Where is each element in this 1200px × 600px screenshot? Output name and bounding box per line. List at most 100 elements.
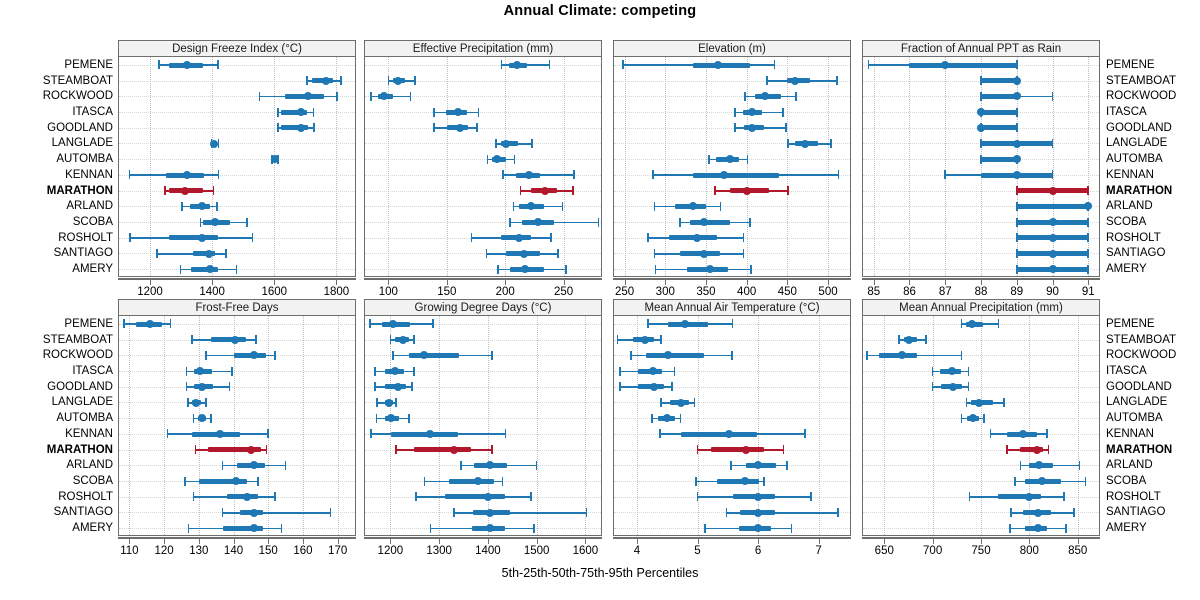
median-dot [1048, 186, 1057, 195]
x-tick-label: 500 [818, 286, 838, 298]
cap-high [284, 460, 287, 470]
plot-area-frost-free-days [118, 316, 356, 536]
cap-high [216, 60, 219, 70]
site-label-amery: AMERY [1106, 263, 1147, 276]
interval-frost-free-days-steamboat [119, 333, 355, 346]
gridline [198, 316, 201, 535]
interval-design-freeze-index-marathon [119, 184, 355, 197]
cap-high [228, 382, 231, 392]
interval-growing-degree-days-marathon [365, 443, 601, 456]
site-labels-right-bottom: PEMENE STEAMBOAT ROCKWOOD ITASCA GOODLAND LAN… [1106, 316, 1200, 536]
cap-high [795, 91, 798, 101]
interval-frost-free-days-automba [119, 412, 355, 425]
interval-effective-precipitation-kennan [365, 168, 601, 181]
interval-mean-annual-precipitation-rosholt [863, 490, 1099, 503]
median-dot [760, 92, 769, 101]
interval-effective-precipitation-scoba [365, 216, 601, 229]
interval-elevation-pemene [614, 58, 850, 71]
row-gridline [365, 222, 601, 223]
x-tick [563, 280, 565, 285]
iqr-box [413, 447, 471, 453]
interval-fraction-ppt-rain-steamboat [863, 74, 1099, 87]
cap-low [980, 76, 982, 86]
gridline [884, 316, 886, 535]
gridline [129, 316, 131, 535]
interval-effective-precipitation-steamboat [365, 74, 601, 87]
row-gridline [119, 323, 355, 325]
x-tick [758, 539, 760, 544]
site-label-amery: AMERY [1106, 522, 1147, 535]
cap-low [1010, 507, 1012, 517]
row-gridline [614, 418, 850, 420]
whisker-line [509, 221, 599, 224]
row-gridline [365, 386, 601, 388]
iqr-box [207, 447, 262, 453]
row-gridline [614, 80, 850, 82]
cap-low [647, 319, 649, 329]
median-dot [664, 351, 673, 360]
site-label-itasca: ITASCA [72, 365, 113, 377]
interval-fraction-ppt-rain-amery [863, 263, 1099, 276]
site-label-pemene: PEMENE [64, 58, 113, 71]
cap-low [960, 413, 963, 423]
row-gridline [614, 143, 850, 145]
cap-low [187, 523, 190, 533]
interval-frost-free-days-kennan [119, 427, 355, 440]
median-dot [1034, 524, 1043, 533]
row-gridline [119, 402, 355, 404]
x-tick-label: 350 [696, 286, 716, 298]
cap-low [703, 523, 706, 533]
iqr-box [226, 494, 258, 500]
cap-low [616, 335, 619, 345]
cap-high [533, 523, 535, 533]
median-dot [246, 445, 255, 454]
x-tick [873, 280, 875, 285]
site-label-arland: ARLAND [66, 459, 113, 472]
cap-low [652, 170, 654, 180]
cap-high [1065, 523, 1067, 533]
cap-low [708, 154, 710, 164]
site-label-langlade: LANGLADE [1106, 396, 1168, 409]
interval-elevation-scoba [614, 216, 850, 229]
site-label-rosholt: ROSHOLT [1106, 490, 1161, 503]
median-dot [700, 249, 709, 258]
cap-high [786, 460, 788, 470]
cap-high [1087, 264, 1090, 274]
gridline [439, 316, 441, 535]
row-gridline [365, 418, 601, 420]
cap-low [486, 154, 489, 164]
cap-low [696, 492, 699, 502]
cap-high [490, 445, 493, 455]
site-label-itasca: ITASCA [1106, 106, 1147, 118]
interval-mean-annual-air-temperature-goodland [614, 380, 850, 393]
cap-high [790, 523, 793, 533]
cap-high [235, 264, 238, 274]
cap-high [746, 154, 749, 164]
median-dot [1037, 477, 1046, 486]
cap-high [225, 248, 227, 258]
iqr-box [1019, 447, 1043, 453]
iqr-box [787, 78, 811, 84]
median-dot [977, 108, 985, 117]
cap-high [216, 201, 218, 211]
whisker-line [156, 252, 226, 255]
row-gridline [614, 127, 850, 129]
cap-low [960, 319, 963, 329]
median-dot [204, 249, 213, 258]
interval-effective-precipitation-pemene [365, 58, 601, 71]
cap-high [1087, 186, 1090, 196]
site-label-kennan: KENNAN [65, 168, 113, 181]
cap-high [763, 476, 765, 486]
interval-effective-precipitation-amery [365, 263, 601, 276]
interval-elevation-itasca [614, 106, 850, 119]
cap-low [192, 492, 195, 502]
median-dot [455, 123, 464, 132]
interval-frost-free-days-goodland [119, 380, 355, 393]
site-label-itasca: ITASCA [1106, 365, 1147, 377]
x-axis-line-mean-annual-air-temperature [613, 537, 851, 539]
cap-high [210, 413, 212, 423]
interval-fraction-ppt-rain-arland [863, 200, 1099, 213]
median-dot [385, 398, 394, 407]
cap-high [212, 186, 215, 196]
median-dot [182, 60, 191, 69]
